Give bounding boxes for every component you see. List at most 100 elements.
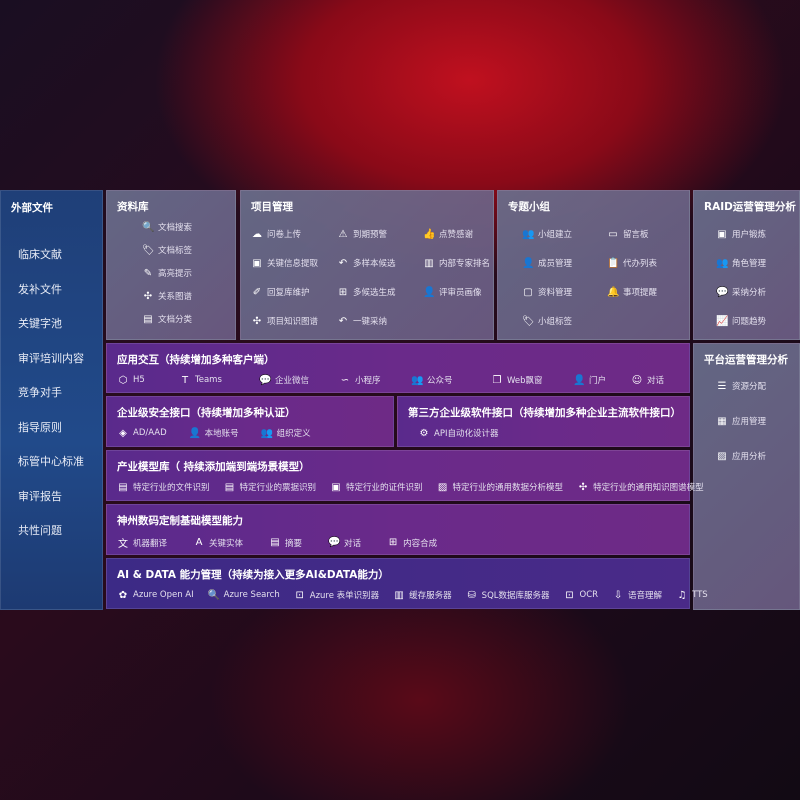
platform-item[interactable]: ▨ 应用分析 bbox=[716, 450, 766, 463]
models-item[interactable]: ▨ 特定行业的通用数据分析模型 bbox=[437, 481, 563, 494]
sidebar-item[interactable]: 竞争对手 bbox=[18, 386, 62, 399]
item-label: 点赞感谢 bbox=[439, 230, 474, 240]
security-item[interactable]: 👤 本地账号 bbox=[189, 427, 239, 440]
database-icon: ⛁ bbox=[467, 589, 476, 601]
models-item[interactable]: ▤ 特定行业的文件识别 bbox=[117, 481, 209, 494]
sidebar-item[interactable]: 审评培训内容 bbox=[18, 351, 84, 365]
item-label: TTS bbox=[692, 590, 708, 600]
aidata-item[interactable]: ⇩ 语音理解 bbox=[612, 589, 662, 602]
project-item[interactable]: ⚠ 到期预警 bbox=[337, 228, 423, 241]
item-label: 问卷上传 bbox=[267, 230, 302, 240]
edit-icon: ✐ bbox=[252, 286, 262, 298]
project-item[interactable]: ↶ 多样本候选 bbox=[337, 257, 423, 270]
sidebar-item[interactable]: 发补文件 bbox=[18, 282, 62, 296]
sidebar-item[interactable]: 指导原则 bbox=[18, 420, 62, 434]
aidata-item[interactable]: ▥ 缓存服务器 bbox=[393, 589, 451, 602]
item-label: 企业微信 bbox=[275, 376, 310, 386]
apps-item[interactable]: ☺ 对话 bbox=[631, 374, 681, 387]
org-icon: 👥 bbox=[260, 427, 274, 439]
project-item[interactable]: ▥ 内部专家排名 bbox=[423, 257, 503, 270]
item-label: 多候选生成 bbox=[353, 288, 396, 298]
graph-icon: ✣ bbox=[578, 481, 588, 493]
thirdparty-item[interactable]: ⚙ API自动化设计器 bbox=[418, 427, 499, 440]
panel-title: 资料库 bbox=[117, 201, 149, 213]
platform-item[interactable]: ☰ 资源分配 bbox=[716, 380, 767, 393]
library-item[interactable]: 🔍 文档搜索 bbox=[142, 221, 193, 234]
bbs-icon: ▭ bbox=[608, 228, 618, 240]
tts-icon: ♫ bbox=[677, 589, 687, 601]
panel-title: 项目管理 bbox=[251, 201, 293, 213]
users-icon: 👥 bbox=[522, 228, 535, 240]
aidata-item[interactable]: ♫ TTS bbox=[676, 589, 708, 601]
security-item[interactable]: 👥 组织定义 bbox=[260, 427, 311, 440]
project-item[interactable]: ▣ 关键信息提取 bbox=[251, 257, 337, 270]
item-label: 评审员画像 bbox=[439, 288, 482, 298]
models-item[interactable]: ▤ 特定行业的票据识别 bbox=[224, 481, 316, 494]
item-label: Azure Search bbox=[223, 590, 280, 600]
item-label: 到期预警 bbox=[353, 230, 388, 240]
project-item[interactable]: ☁ 问卷上传 bbox=[251, 228, 337, 241]
panel-title: RAID运营管理分析 bbox=[704, 201, 796, 213]
item-label: 多样本候选 bbox=[353, 259, 396, 269]
aidata-item[interactable]: ⊡ Azure 表单识别器 bbox=[294, 589, 380, 602]
models-item[interactable]: ✣ 特定行业的通用知识图谱模型 bbox=[577, 481, 704, 494]
raid-item[interactable]: 👥 角色管理 bbox=[716, 257, 766, 270]
project-item[interactable]: 👍 点赞感谢 bbox=[423, 228, 503, 241]
apps-item[interactable]: 👤 门户 bbox=[573, 374, 631, 387]
group-item[interactable]: 🏷 小组标签 bbox=[522, 315, 607, 328]
project-item[interactable]: ✐ 回复库维护 bbox=[251, 286, 337, 299]
id-card-icon: ▣ bbox=[331, 481, 341, 493]
security-item[interactable]: ◈ AD/AAD bbox=[117, 427, 167, 439]
group-item[interactable]: ▢ 资料管理 bbox=[522, 286, 607, 299]
sidebar-item[interactable]: 临床文献 bbox=[18, 248, 62, 261]
apps-item[interactable]: ❐ Web飘窗 bbox=[491, 374, 573, 387]
apps-item[interactable]: T Teams bbox=[179, 374, 259, 386]
aidata-item[interactable]: 🔍 Azure Search bbox=[208, 589, 280, 601]
apps-item[interactable]: ∽ 小程序 bbox=[339, 374, 411, 387]
group-item[interactable]: 🔔 事项提醒 bbox=[607, 286, 687, 299]
aidata-item[interactable]: ⊡ OCR bbox=[564, 589, 598, 601]
base-item[interactable]: ▤ 摘要 bbox=[269, 535, 302, 550]
apps-item[interactable]: 👥 公众号 bbox=[411, 374, 491, 387]
raid-item[interactable]: ▣ 用户锻炼 bbox=[716, 228, 766, 241]
project-item[interactable]: ⊞ 多候选生成 bbox=[337, 286, 423, 299]
library-item[interactable]: 🏷 文档标签 bbox=[142, 244, 192, 257]
pen-icon: ✎ bbox=[143, 267, 153, 279]
base-item[interactable]: ⊞ 内容合成 bbox=[387, 535, 437, 550]
group-item[interactable]: 📋 代办列表 bbox=[607, 257, 687, 270]
platform-item[interactable]: ▦ 应用管理 bbox=[716, 415, 766, 428]
panel-title: 产业模型库（ 持续添加端到端场景模型） bbox=[117, 461, 310, 473]
group-item[interactable]: ▭ 留言板 bbox=[607, 228, 687, 241]
library-item[interactable]: ▤ 文档分类 bbox=[142, 313, 192, 326]
models-item[interactable]: ▣ 特定行业的证件识别 bbox=[330, 481, 422, 494]
library-item[interactable]: ✎ 高亮提示 bbox=[142, 267, 192, 280]
item-label: 摘要 bbox=[285, 538, 303, 549]
panel-models: 产业模型库（ 持续添加端到端场景模型） ▤ 特定行业的文件识别 ▤ 特定行业的票据识别 ▣… bbox=[106, 450, 704, 501]
aidata-item[interactable]: ✿ Azure Open AI bbox=[117, 589, 194, 601]
library-item[interactable]: ✣ 关系图谱 bbox=[142, 290, 193, 303]
item-label: 关系图谱 bbox=[158, 292, 193, 302]
raid-item[interactable]: 📈 问题趋势 bbox=[716, 315, 766, 328]
group-item[interactable]: 👥 小组建立 bbox=[522, 228, 607, 241]
project-item[interactable]: ✣ 项目知识图谱 bbox=[251, 315, 337, 328]
sidebar-item[interactable]: 标管中心标准 bbox=[18, 455, 84, 468]
panel-security: 企业级安全接口（持续增加多种认证） ◈ AD/AAD 👤 本地账号 👥 组织定义 bbox=[106, 396, 394, 447]
sidebar-item[interactable]: 审评报告 bbox=[18, 489, 62, 503]
sidebar-item[interactable]: 关键字池 bbox=[18, 317, 62, 330]
base-item[interactable]: 💬 对话 bbox=[328, 535, 361, 550]
item-label: 文档搜索 bbox=[158, 223, 193, 233]
sidebar-item[interactable]: 共性问题 bbox=[18, 524, 62, 537]
group-item[interactable]: 👤 成员管理 bbox=[522, 257, 607, 270]
apps-item[interactable]: 💬 企业微信 bbox=[259, 374, 339, 387]
project-item[interactable]: 👤 评审员画像 bbox=[423, 286, 503, 299]
base-item[interactable]: 文机器翻译 bbox=[117, 535, 167, 551]
panel-project: 项目管理 ☁ 问卷上传 ⚠ 到期预警 👍 点赞感谢 ▣ 关键信息提取 ↶ 多样本候选 ▥ 内部专家排名 ✐… bbox=[240, 190, 494, 340]
item-label: Azure 表单识别器 bbox=[309, 591, 380, 601]
raid-item[interactable]: 💬 采纳分析 bbox=[716, 286, 766, 299]
project-item[interactable]: ↶ 一键采纳 bbox=[337, 315, 423, 328]
item-label: 公众号 bbox=[427, 376, 453, 386]
aidata-item[interactable]: ⛁ SQL数据库服务器 bbox=[466, 589, 549, 602]
base-item[interactable]: A 关键实体 bbox=[193, 535, 243, 550]
apps-item[interactable]: ⬡ H5 bbox=[117, 374, 179, 386]
users-icon: 👥 bbox=[716, 257, 729, 269]
